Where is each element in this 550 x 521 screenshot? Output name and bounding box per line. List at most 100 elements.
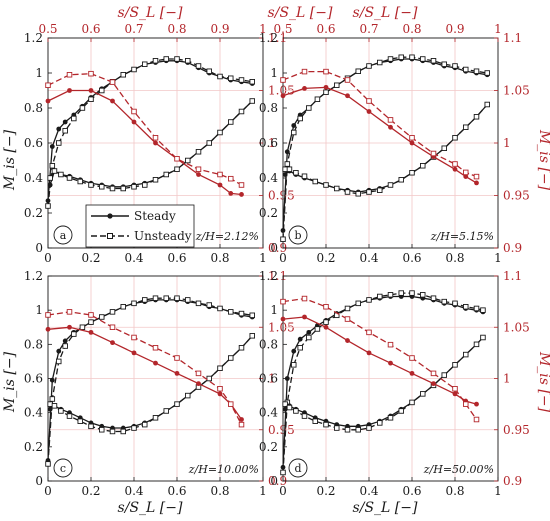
x-tick-label: 0.4	[124, 484, 143, 498]
x-tick-label: 0.8	[445, 484, 464, 498]
data-point	[377, 420, 383, 426]
data-point	[163, 295, 169, 301]
data-point	[88, 319, 94, 325]
data-point	[217, 391, 223, 397]
data-point	[131, 66, 137, 73]
data-point	[47, 182, 53, 188]
top-tick-label: 0.8	[167, 22, 186, 36]
data-point	[153, 140, 158, 146]
data-point	[152, 58, 159, 64]
data-point	[120, 185, 126, 192]
data-point	[463, 124, 469, 130]
data-point	[280, 236, 286, 242]
right-tick-label: 1.1	[503, 269, 522, 283]
data-point	[184, 157, 191, 164]
data-point	[355, 68, 362, 74]
data-point	[387, 415, 394, 421]
data-point	[174, 166, 180, 172]
data-point	[452, 386, 458, 392]
data-point	[141, 182, 148, 188]
data-point	[67, 324, 72, 330]
data-point	[323, 421, 329, 428]
series-black-dashed-1	[280, 290, 486, 476]
data-point	[88, 329, 94, 335]
x-tick-label: 0.2	[81, 484, 100, 498]
data-point	[109, 428, 116, 435]
data-point	[184, 58, 191, 64]
data-point	[88, 182, 94, 188]
series-line	[282, 70, 477, 178]
data-point	[314, 326, 321, 332]
data-point	[334, 185, 340, 192]
data-point	[206, 68, 212, 74]
data-point	[463, 304, 469, 310]
right-tick-label: 1.1	[268, 269, 287, 283]
data-point	[280, 93, 286, 99]
data-point	[398, 176, 405, 183]
panel-letter: c	[60, 462, 66, 475]
legend-box	[85, 204, 195, 248]
data-point	[238, 345, 245, 351]
data-point	[79, 324, 86, 331]
data-point	[366, 425, 372, 431]
data-point	[463, 351, 469, 358]
series-black-solid-2	[47, 333, 255, 431]
data-point	[47, 175, 53, 181]
data-point	[131, 334, 137, 341]
y-tick-label: 0.2	[24, 206, 43, 220]
series-red-solid-4	[45, 324, 244, 422]
right-axis-label-bottom: M_is [−]	[536, 351, 550, 413]
right-tick-label: 1	[503, 136, 511, 150]
y-tick-label: 0.8	[259, 337, 278, 351]
data-point	[239, 417, 244, 422]
data-point	[195, 148, 202, 155]
data-point	[355, 190, 362, 197]
series-red-dashed-5	[45, 309, 245, 428]
data-point	[297, 336, 303, 342]
data-point	[291, 348, 297, 354]
series-line	[282, 292, 484, 473]
legend-unsteady-marker	[107, 233, 113, 239]
data-point	[366, 329, 372, 336]
data-point	[302, 314, 307, 320]
data-point	[280, 77, 286, 83]
series-line	[282, 295, 484, 468]
x-tick-label: 0.6	[167, 251, 186, 265]
data-point	[79, 105, 86, 111]
data-point	[334, 425, 340, 431]
panel-annotation: z/H=50.00%	[423, 463, 494, 476]
data-point	[141, 297, 148, 303]
data-point	[345, 93, 350, 99]
series-line	[282, 58, 488, 231]
data-point	[56, 348, 62, 354]
y-tick-label: 0.6	[259, 136, 278, 150]
data-point	[452, 391, 458, 397]
data-point	[109, 79, 116, 85]
data-point	[484, 70, 491, 76]
right-tick-label: 1.1	[268, 31, 287, 45]
series-black-dashed-1	[280, 54, 491, 242]
data-point	[62, 127, 68, 134]
data-point	[473, 173, 480, 180]
y-tick-label: 1.2	[24, 269, 43, 283]
data-point	[387, 341, 394, 348]
x-tick-label: 0.2	[316, 251, 335, 265]
data-point	[174, 295, 180, 301]
series-line	[47, 58, 253, 207]
data-point	[131, 119, 137, 125]
data-point	[452, 166, 458, 172]
data-point	[463, 66, 469, 73]
data-point	[314, 96, 321, 102]
x-tick-label: 1	[494, 484, 502, 498]
series-line	[47, 297, 253, 464]
data-point	[62, 338, 68, 344]
data-point	[45, 461, 51, 467]
series-black-solid-0	[280, 56, 490, 233]
data-point	[430, 370, 437, 377]
data-point	[284, 149, 290, 155]
y-tick-label: 0.4	[24, 406, 43, 420]
x-tick-label: 1	[259, 251, 267, 265]
data-point	[430, 150, 437, 157]
data-point	[66, 175, 73, 181]
x-tick-label: 0	[279, 484, 287, 498]
